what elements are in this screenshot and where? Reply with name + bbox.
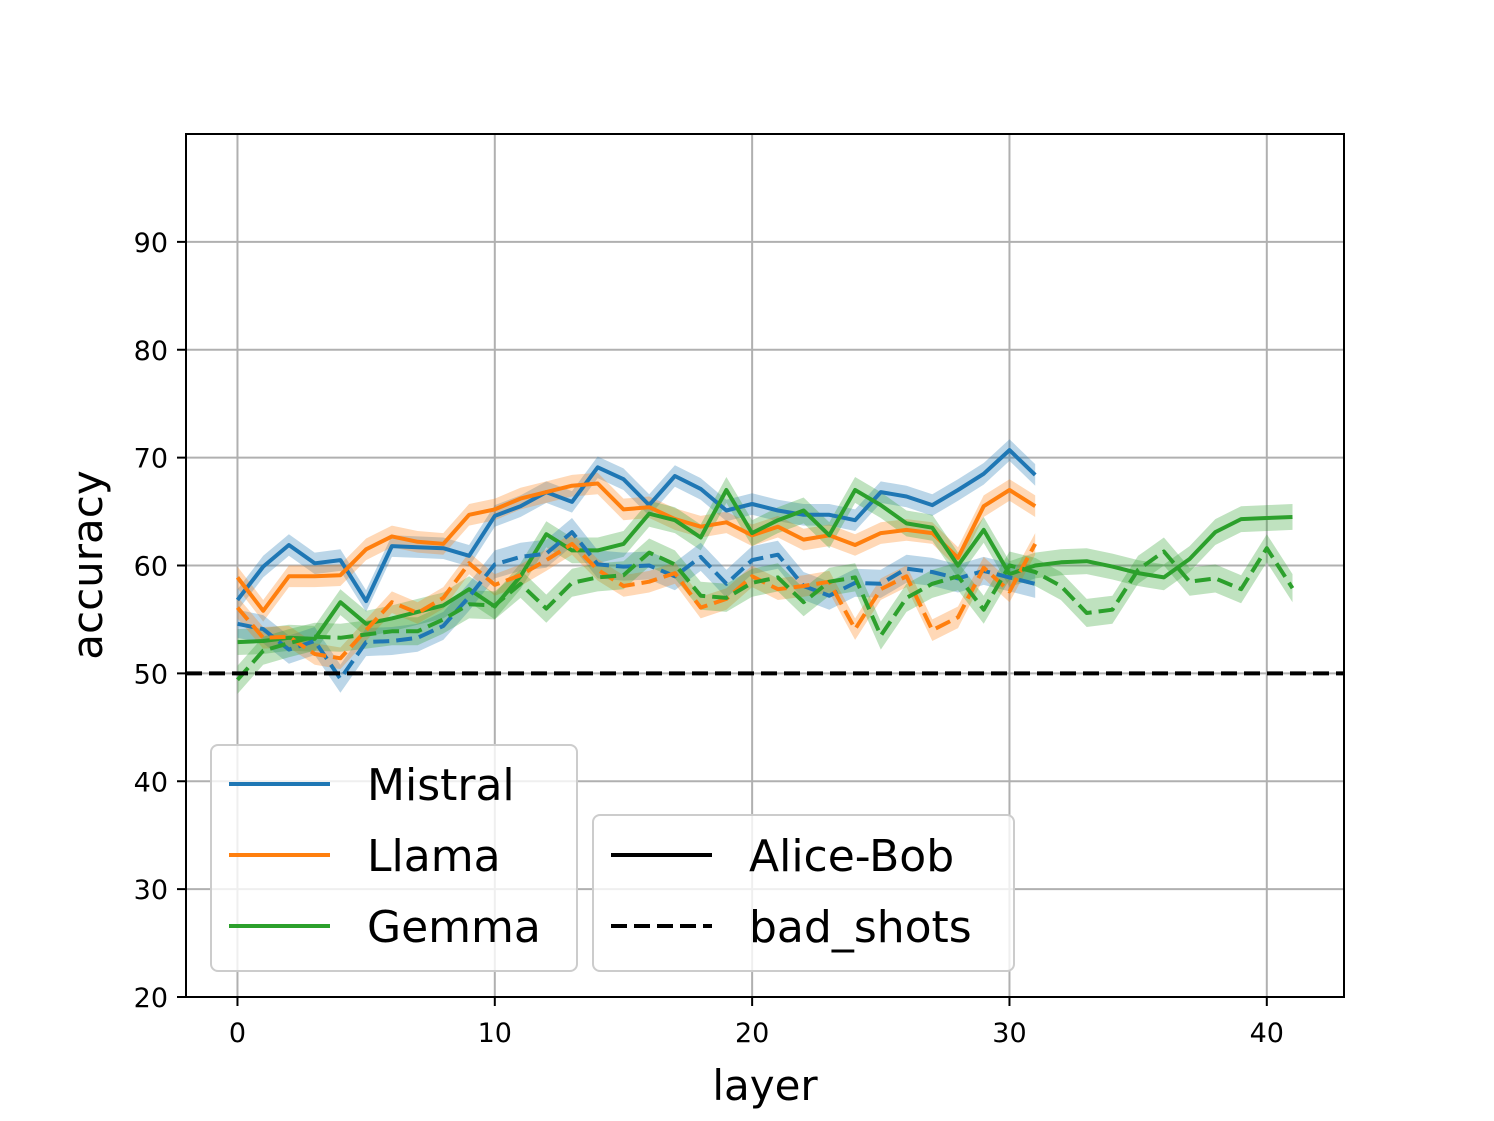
- y-axis: 20 30 40 50 60 70 80 90: [134, 228, 186, 1014]
- y-axis-label: accuracy: [63, 470, 112, 660]
- line-llama-bad-shots: [235, 541, 1037, 661]
- band-gemma-bad-shots: [237, 534, 1293, 694]
- x-tick-label: 30: [992, 1018, 1026, 1049]
- y-tick-label: 90: [134, 228, 168, 259]
- x-axis-label: layer: [712, 1061, 818, 1110]
- x-tick-label: 40: [1250, 1018, 1284, 1049]
- band-mistral-bad-shots: [237, 518, 1036, 693]
- legend-label-mistral: Mistral: [367, 760, 515, 811]
- y-tick-label: 70: [134, 444, 168, 475]
- legend-label-llama: Llama: [367, 831, 501, 882]
- x-tick-label: 20: [735, 1018, 769, 1049]
- y-tick-label: 80: [134, 336, 168, 367]
- legend-models-box: [210, 744, 578, 972]
- line-mistral-alice-bob: [235, 448, 1037, 604]
- legend-models: Mistral Llama Gemma: [210, 744, 578, 972]
- series-lines: [235, 448, 1295, 682]
- y-tick-label: 60: [134, 552, 168, 583]
- band-gemma-alice-bob: [237, 477, 1293, 655]
- legend-label-alice-bob: Alice-Bob: [749, 831, 954, 882]
- legend-label-bad-shots: bad_shots: [749, 902, 972, 953]
- legend-datasets: Alice-Bob bad_shots: [592, 814, 1015, 972]
- line-llama-alice-bob: [235, 481, 1037, 613]
- x-tick-label: 10: [478, 1018, 512, 1049]
- y-tick-label: 30: [134, 875, 168, 906]
- y-tick-label: 40: [134, 767, 168, 798]
- y-tick-label: 20: [134, 983, 168, 1014]
- y-tick-label: 50: [134, 659, 168, 690]
- legend-label-gemma: Gemma: [367, 902, 541, 953]
- x-tick-label: 0: [229, 1018, 246, 1049]
- x-axis: 0 10 20 30 40: [229, 997, 1284, 1049]
- line-gemma-bad-shots: [236, 546, 1295, 682]
